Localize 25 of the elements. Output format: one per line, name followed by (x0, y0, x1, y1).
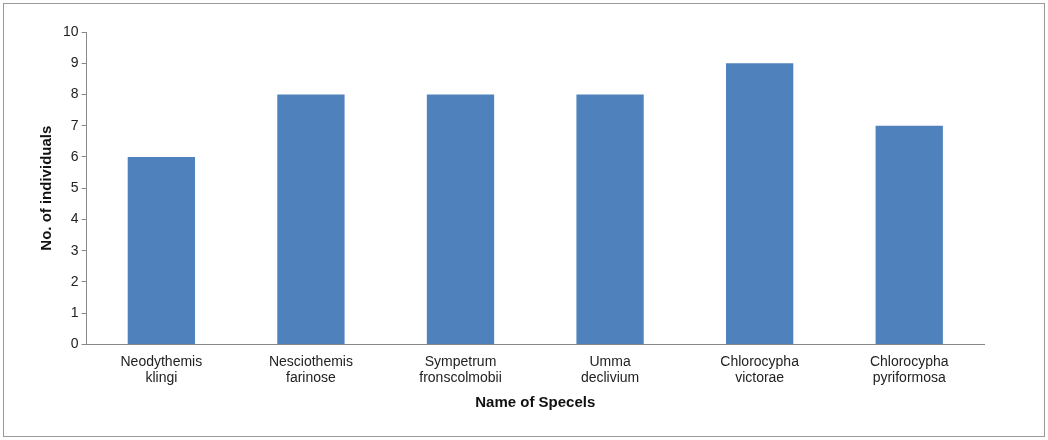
y-tick-label: 6 (70, 147, 79, 164)
bar (426, 94, 495, 344)
y-tick-label: 9 (70, 54, 79, 71)
y-tick-label: 10 (62, 22, 79, 39)
x-tick-label: Umma declivium (580, 352, 640, 386)
y-tick-label: 5 (70, 179, 79, 196)
y-tick-label: 8 (70, 85, 79, 102)
bar (127, 156, 196, 344)
y-axis-title: No. of individuals (37, 125, 55, 251)
y-tick-label: 0 (70, 335, 79, 352)
y-tick-label: 4 (70, 210, 79, 227)
bar (725, 63, 794, 344)
bar (277, 94, 345, 344)
x-tick-label: Sympetrum fronscolmobii (419, 352, 502, 386)
y-tick-label: 7 (70, 116, 79, 133)
y-tick-label: 3 (70, 241, 79, 258)
x-tick-label: Neodythemis klingi (120, 352, 203, 386)
y-tick-label: 1 (70, 304, 79, 321)
y-tick-label: 2 (70, 272, 79, 289)
x-axis-title: Name of Specels (475, 393, 596, 411)
bar (875, 125, 943, 344)
x-tick-label: Nesciothemis farinose (268, 352, 353, 386)
x-tick-label: Chlorocypha victorae (720, 352, 800, 386)
bar (576, 94, 644, 344)
x-tick-label: Chlorocypha pyriformosa (869, 352, 949, 386)
